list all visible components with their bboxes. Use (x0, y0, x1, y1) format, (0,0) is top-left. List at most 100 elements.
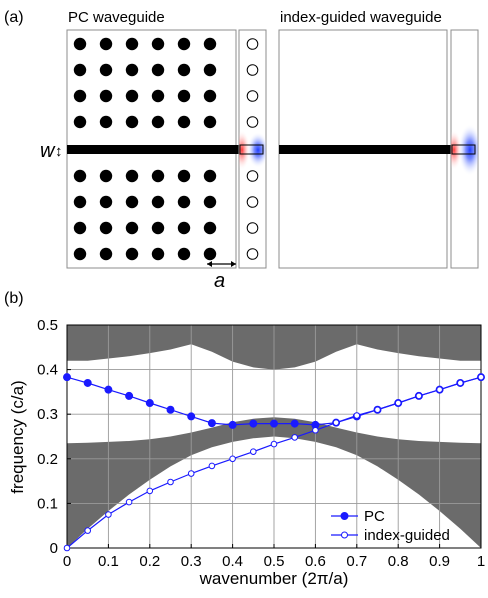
x-axis-label: wavenumber (2π/a) (199, 569, 349, 588)
point-pc-5 (166, 405, 175, 414)
grid-lines (67, 325, 481, 548)
pc-hole-r1-c1 (99, 63, 113, 77)
pc-hole-r1-c5 (203, 63, 217, 77)
x-tick-label-8: 0.8 (388, 553, 409, 570)
pc-core-outline (239, 144, 264, 155)
x-tick-label-2: 0.2 (139, 553, 160, 570)
point-index-guided-10 (270, 440, 278, 448)
pc-hole-r2-c3 (151, 89, 165, 103)
pc-hole-r6-c3 (151, 221, 165, 235)
pc-hole-r7-c2 (125, 247, 139, 261)
panel-b: (b) 0 0.1 0.2 0.3 0.4 0.5 0.6 0.7 0.8 0.9 1 0 0.1 0.2… (4, 290, 485, 588)
point-index-guided-16 (394, 399, 402, 407)
x-tick-label-10: 1 (477, 553, 485, 570)
pc-hole-r0-c3 (151, 37, 165, 51)
boundary-hole-1 (246, 64, 259, 76)
pc-waveguide-title: PC waveguide (68, 9, 165, 26)
pc-hole-r3-c2 (125, 115, 139, 129)
pc-hole-r4-c5 (203, 169, 217, 183)
pc-mode-red-lobe (239, 130, 250, 170)
point-index-guided-17 (415, 392, 423, 400)
point-index-guided-7 (208, 462, 216, 470)
pc-hole-r3-c0 (73, 115, 87, 129)
point-index-guided-1 (84, 527, 91, 534)
index-core-outline (451, 144, 476, 155)
pc-hole-r0-c1 (99, 37, 113, 51)
x-tick-label-1: 0.1 (98, 553, 119, 570)
boundary-hole-5 (246, 196, 259, 208)
pc-hole-r1-c2 (125, 63, 139, 77)
point-pc-10 (270, 419, 278, 428)
pc-hole-r4-c1 (99, 169, 113, 183)
point-pc-8 (228, 420, 237, 429)
pc-hole-r2-c5 (203, 89, 217, 103)
pc-hole-r5-c4 (177, 195, 191, 209)
pc-hole-r0-c5 (203, 37, 217, 51)
y-axis-label: frequency (c/a) (8, 380, 27, 493)
panel-a: (a) PC waveguide index-guided waveguide … (4, 9, 479, 292)
y-tick-label-4: 0.4 (37, 362, 58, 379)
legend-marker-index-guided (341, 531, 348, 539)
pc-hole-r5-c2 (125, 195, 139, 209)
index-guided-core (279, 145, 451, 154)
pc-hole-r0-c4 (177, 37, 191, 51)
pc-hole-r0-c2 (125, 37, 139, 51)
series-layer (63, 373, 485, 552)
index-mode-blue-lobe (458, 124, 478, 176)
pc-mode-blue-lobe (247, 132, 266, 168)
x-tick-label-0: 0 (63, 553, 71, 570)
pc-hole-r6-c5 (203, 221, 217, 235)
point-pc-3 (125, 391, 134, 400)
pc-boundary-holes (246, 38, 259, 260)
pc-hole-r2-c2 (125, 89, 139, 103)
pc-hole-r7-c0 (73, 247, 87, 261)
pc-hole-r7-c4 (177, 247, 191, 261)
boundary-hole-7 (246, 248, 259, 260)
point-index-guided-19 (457, 379, 464, 387)
pc-hole-r5-c1 (99, 195, 113, 209)
point-index-guided-9 (250, 448, 257, 455)
axis-ticks (66, 324, 482, 549)
boundary-hole-2 (246, 90, 259, 102)
point-pc-1 (83, 378, 92, 387)
point-index-guided-11 (291, 434, 299, 441)
y-tick-label-1: 0.1 (37, 495, 58, 512)
point-index-guided-6 (187, 470, 195, 477)
legend-label-index-guided: index-guided (364, 527, 450, 544)
pc-hole-r6-c0 (73, 221, 87, 235)
pc-hole-r6-c1 (99, 221, 113, 235)
pc-hole-r5-c3 (151, 195, 165, 209)
point-index-guided-5 (167, 478, 174, 486)
point-index-guided-15 (374, 406, 381, 414)
pc-mode-field (239, 130, 266, 170)
pc-hole-r4-c3 (151, 169, 165, 183)
pc-waveguide-core (67, 145, 239, 154)
pc-hole-r2-c4 (177, 89, 191, 103)
point-pc-4 (145, 399, 154, 408)
y-tick-label-3: 0.3 (37, 406, 58, 423)
y-tick-label-2: 0.2 (37, 451, 58, 468)
pc-hole-r0-c0 (73, 37, 87, 51)
pc-hole-r7-c1 (99, 247, 113, 261)
point-index-guided-20 (477, 373, 485, 381)
boundary-hole-4 (246, 170, 259, 182)
pc-hole-r6-c2 (125, 221, 139, 235)
point-index-guided-12 (312, 426, 319, 434)
point-index-guided-4 (146, 487, 154, 495)
y-tick-label-0: 0 (50, 540, 58, 557)
pc-hole-r5-c5 (203, 195, 217, 209)
width-symbol: w (40, 140, 56, 162)
x-tick-label-6: 0.6 (305, 553, 326, 570)
point-index-guided-3 (125, 498, 133, 506)
point-pc-0 (63, 373, 71, 382)
pc-hole-r1-c0 (73, 63, 87, 77)
pc-hole-r7-c5 (203, 247, 217, 261)
x-tick-label-7: 0.7 (346, 553, 367, 570)
pc-hole-r7-c3 (151, 247, 165, 261)
point-index-guided-2 (105, 511, 112, 518)
pc-hole-r2-c0 (73, 89, 87, 103)
point-index-guided-18 (436, 386, 443, 393)
lattice-symbol: a (214, 270, 225, 292)
pc-hole-lattice (73, 37, 217, 261)
